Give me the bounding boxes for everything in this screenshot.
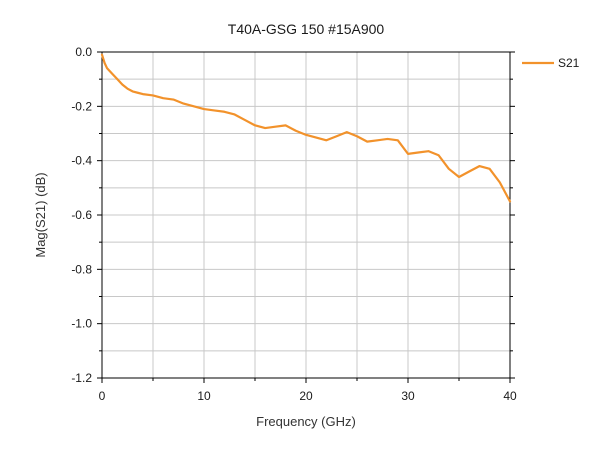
legend-label-s21: S21 <box>558 56 580 70</box>
y-axis-label: Mag(S21) (dB) <box>33 172 48 257</box>
y-tick-label: -1.0 <box>71 317 92 331</box>
series-line-s21 <box>100 53 512 203</box>
y-tick-label: -0.6 <box>71 208 92 222</box>
y-tick-labels: 0.0 -0.2 -0.4 -0.6 -0.8 -1.0 -1.2 <box>71 45 92 385</box>
chart-title: T40A-GSG 150 #15A900 <box>228 21 385 37</box>
x-axis-label: Frequency (GHz) <box>256 414 356 429</box>
tick-marks <box>97 51 515 383</box>
x-tick-label: 10 <box>197 389 211 403</box>
x-tick-label: 0 <box>99 389 106 403</box>
y-tick-label: -0.2 <box>71 99 92 113</box>
y-tick-label: -1.2 <box>71 371 92 385</box>
x-tick-label: 40 <box>503 389 517 403</box>
grid <box>102 52 510 378</box>
x-tick-labels: 0 10 20 30 40 <box>99 389 517 403</box>
x-tick-label: 30 <box>401 389 415 403</box>
series-layer <box>100 53 512 203</box>
y-tick-label: -0.8 <box>71 262 92 276</box>
legend: S21 <box>522 56 580 70</box>
y-tick-label: 0.0 <box>75 45 92 59</box>
y-tick-label: -0.4 <box>71 154 92 168</box>
x-tick-label: 20 <box>299 389 313 403</box>
